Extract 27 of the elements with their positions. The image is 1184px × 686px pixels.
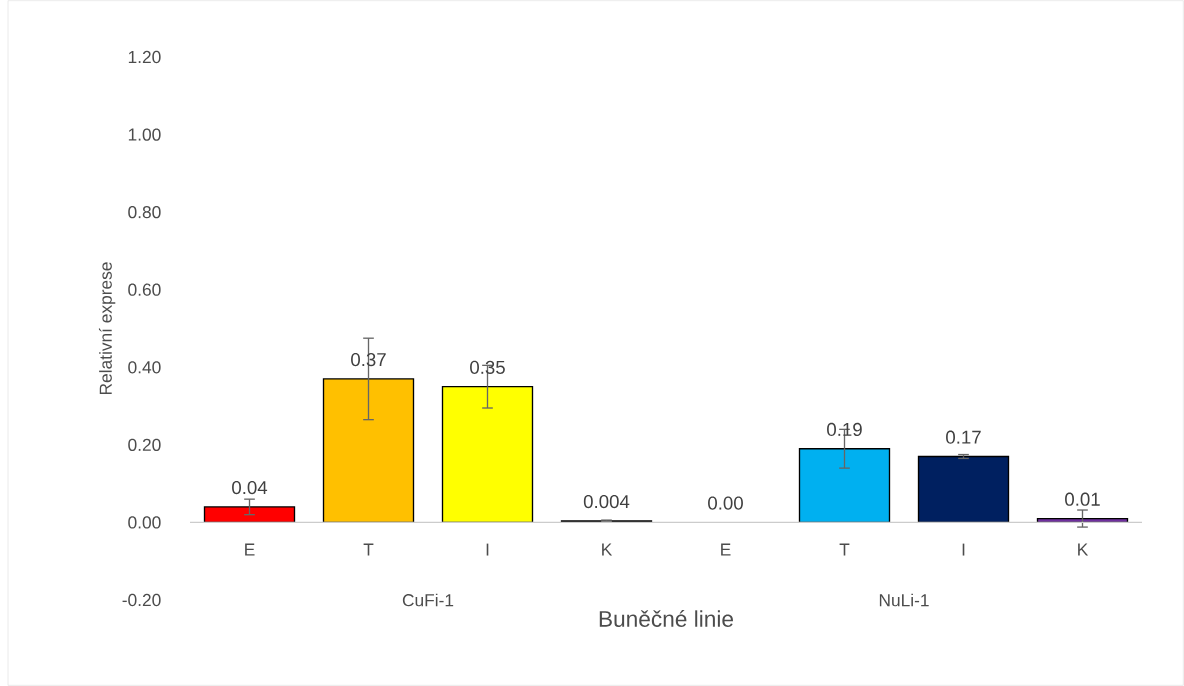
y-tick-label: 0.80 bbox=[128, 206, 161, 219]
x-tick-label: I bbox=[962, 543, 965, 556]
y-tick-label: 0.20 bbox=[128, 438, 161, 451]
x-tick-label: I bbox=[486, 543, 489, 556]
y-axis-title: Relativní exprese bbox=[98, 262, 116, 395]
data-label: 0.01 bbox=[1065, 492, 1100, 506]
y-tick-label: 1.00 bbox=[128, 128, 161, 141]
annotation: CuFi-1 bbox=[402, 593, 454, 607]
x-tick-label: E bbox=[245, 543, 255, 556]
data-label: 0.00 bbox=[708, 496, 743, 510]
x-axis-title: Buněčné linie bbox=[599, 610, 733, 627]
data-label: 0.004 bbox=[583, 494, 630, 509]
x-tick-label: K bbox=[602, 543, 613, 556]
x-tick-label: T bbox=[363, 543, 374, 556]
data-label: 0.04 bbox=[232, 480, 268, 495]
annotation: NuLi-1 bbox=[879, 593, 929, 607]
x-tick-label: K bbox=[1078, 543, 1089, 556]
x-tick-label: E bbox=[721, 543, 731, 556]
y-tick-label: 0.40 bbox=[128, 361, 161, 374]
y-tick-label: -0.20 bbox=[122, 593, 161, 607]
y-tick-label: 1.20 bbox=[128, 50, 161, 64]
data-label: 0.19 bbox=[827, 422, 862, 437]
data-label: 0.17 bbox=[946, 430, 981, 444]
y-tick-label: 0.00 bbox=[128, 516, 161, 529]
y-tick-label: 0.60 bbox=[128, 283, 161, 296]
data-label: 0.35 bbox=[470, 360, 505, 374]
x-tick-label: T bbox=[839, 543, 850, 556]
